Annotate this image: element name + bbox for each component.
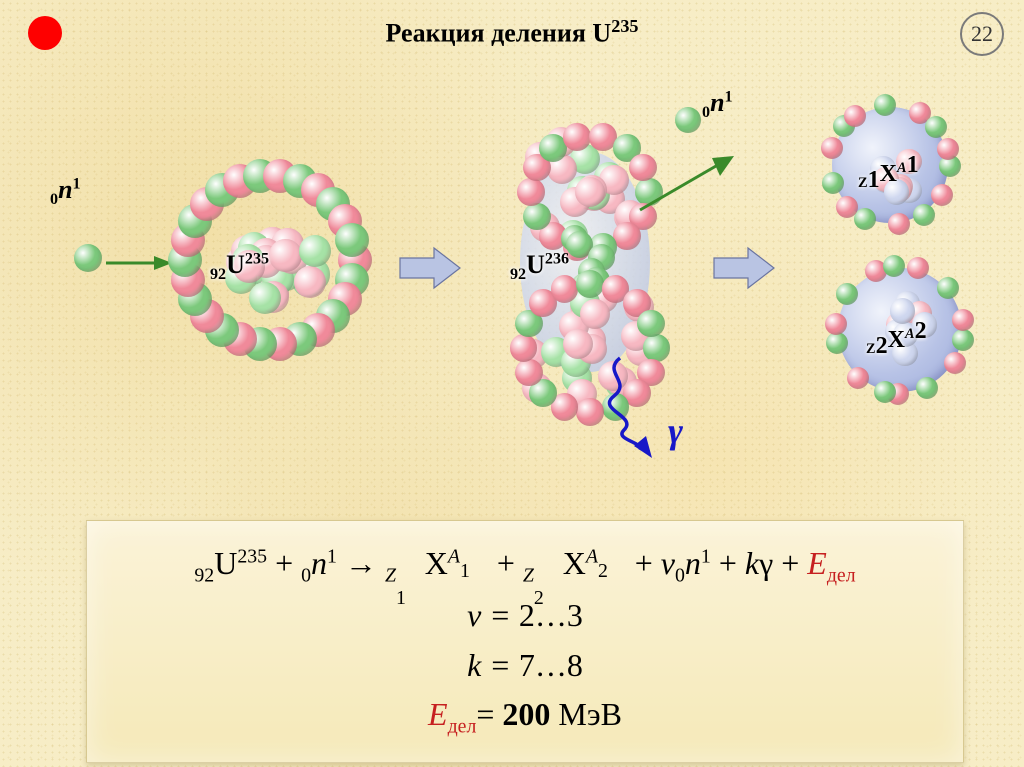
process-arrow-1 bbox=[398, 246, 462, 290]
incoming-neutron-arrow bbox=[104, 248, 174, 278]
process-arrow-2 bbox=[712, 246, 776, 290]
proton-icon bbox=[847, 367, 869, 389]
u235-nucleus bbox=[170, 160, 370, 360]
proton-icon bbox=[575, 177, 605, 207]
proton-icon bbox=[931, 184, 953, 206]
neutron-icon bbox=[249, 282, 281, 314]
proton-icon bbox=[821, 137, 843, 159]
proton-icon bbox=[888, 213, 910, 235]
equation-line-1: 92U235 + 0n1 → Z1XA1 + Z2XA2 + v0n1 + kγ… bbox=[111, 539, 939, 591]
neutron-icon bbox=[913, 204, 935, 226]
neutron-icon bbox=[883, 255, 905, 277]
proton-icon bbox=[510, 334, 538, 362]
proton-icon bbox=[294, 266, 326, 298]
equation-box: 92U235 + 0n1 → Z1XA1 + Z2XA2 + v0n1 + kγ… bbox=[86, 520, 964, 763]
u235-label: 92U235 bbox=[210, 250, 269, 284]
proton-icon bbox=[563, 123, 591, 151]
gamma-arrow bbox=[590, 350, 720, 460]
title-text: Реакция деления U bbox=[386, 19, 612, 48]
proton-icon bbox=[613, 222, 641, 250]
fragment-2-label: Z2XA2 bbox=[866, 318, 927, 360]
neutron-icon bbox=[874, 381, 896, 403]
slide-title: Реакция деления U235 bbox=[0, 16, 1024, 49]
neutron-icon bbox=[523, 203, 551, 231]
page-number: 22 bbox=[971, 21, 993, 47]
neutron-icon bbox=[916, 377, 938, 399]
gamma-symbol: γ bbox=[668, 410, 683, 452]
proton-icon bbox=[952, 309, 974, 331]
page-number-badge: 22 bbox=[960, 12, 1004, 56]
proton-icon bbox=[580, 299, 610, 329]
neutron-icon bbox=[874, 94, 896, 116]
proton-icon bbox=[944, 352, 966, 374]
equation-line-3: k = 7…8 bbox=[111, 641, 939, 691]
neutron-icon bbox=[74, 244, 102, 272]
equation-line-2: v = 2…3 bbox=[111, 591, 939, 641]
outgoing-neutron-arrow bbox=[632, 152, 742, 222]
incoming-neutron-label: 0n1 bbox=[50, 175, 81, 209]
neutron-icon bbox=[925, 116, 947, 138]
neutron-icon bbox=[836, 283, 858, 305]
neutron-icon bbox=[637, 310, 665, 338]
title-sup: 235 bbox=[611, 16, 638, 36]
u236-label: 92U236 bbox=[510, 250, 569, 284]
neutron-icon bbox=[299, 235, 331, 267]
proton-icon bbox=[517, 178, 545, 206]
neutron-icon bbox=[576, 270, 604, 298]
fragment-1-label: Z1XA1 bbox=[858, 152, 919, 194]
proton-icon bbox=[907, 257, 929, 279]
neutron-icon bbox=[675, 107, 701, 133]
equation-line-4: Eдел= 200 МэВ bbox=[111, 690, 939, 742]
proton-icon bbox=[515, 359, 543, 387]
neutron-icon bbox=[952, 329, 974, 351]
proton-icon bbox=[825, 313, 847, 335]
neutron-icon bbox=[822, 172, 844, 194]
proton-icon bbox=[844, 105, 866, 127]
neutron-icon bbox=[854, 208, 876, 230]
fission-diagram: 0n1 92U235 92U236 0n1 γ Z1XA1 bbox=[0, 70, 1024, 490]
outgoing-neutron-label: 0n1 bbox=[702, 88, 733, 122]
proton-icon bbox=[269, 239, 301, 271]
neutron-icon bbox=[335, 223, 369, 257]
neutron-icon bbox=[937, 277, 959, 299]
